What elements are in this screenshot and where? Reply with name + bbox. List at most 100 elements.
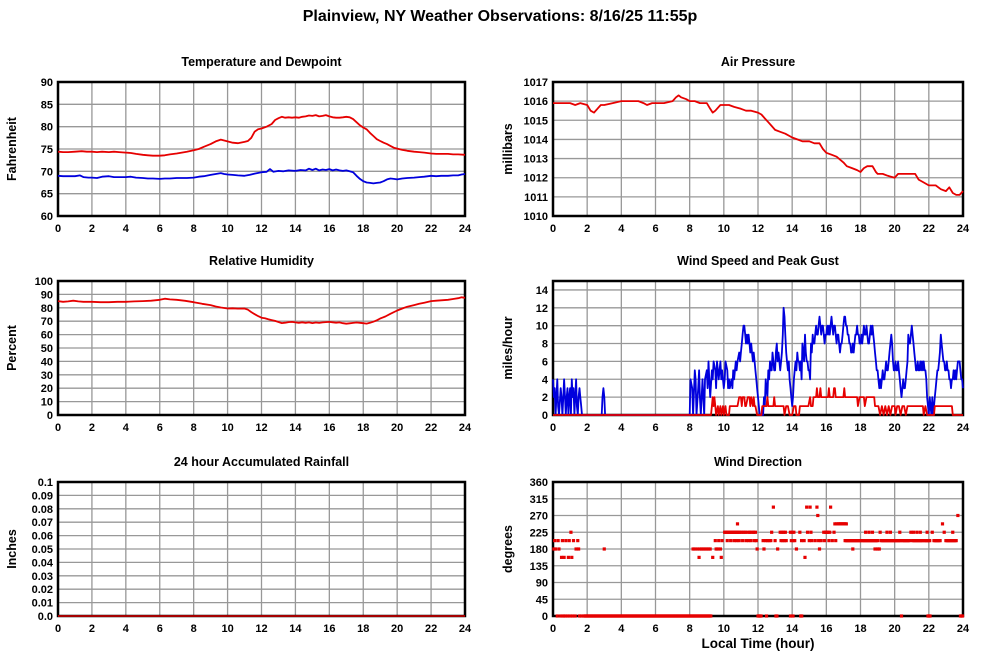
y-tick-label: 14 (536, 285, 549, 297)
wind-direction-point (574, 547, 578, 551)
wind-direction-point (925, 530, 929, 534)
x-tick-label: 8 (191, 422, 197, 434)
wind-direction-point (691, 547, 695, 551)
wind-direction-point (725, 539, 729, 543)
wind-direction-point (716, 547, 720, 551)
wind-direction-point (928, 614, 932, 618)
y-tick-label: 0 (542, 611, 548, 623)
x-tick-label: 2 (584, 623, 590, 635)
y-tick-label: 1012 (524, 173, 548, 185)
wind-direction-point (873, 547, 877, 551)
chart-temperature-dewpoint: 0 2 4 6 8 10 12 14 16 18 20 22 2460657075808590Tempe… (5, 55, 472, 235)
y-tick-label: 360 (530, 477, 548, 489)
x-tick-label: 24 (459, 223, 472, 235)
wind-direction-point (755, 547, 759, 551)
wind-direction-point (816, 513, 820, 518)
wind-direction-point (749, 539, 753, 543)
wind-direction-point (765, 539, 769, 543)
wind-direction-point (940, 522, 945, 526)
x-tick-label: 4 (123, 223, 130, 235)
x-tick-label: 22 (923, 422, 935, 434)
wind-direction-point (823, 539, 827, 543)
wind-direction-point (783, 530, 787, 534)
wind-direction-point (809, 530, 813, 534)
y-tick-label: 90 (41, 289, 53, 301)
wind-direction-point (569, 530, 573, 534)
wind-direction-point (921, 539, 925, 543)
wind-direction-point (788, 530, 793, 534)
wind-direction-point (747, 539, 751, 543)
wind-direction-point (867, 530, 871, 534)
wind-direction-point (711, 555, 715, 559)
y-tick-label: 60 (41, 330, 53, 342)
wind-direction-point (875, 539, 880, 543)
wind-direction-point (833, 522, 837, 526)
y-tick-label: 135 (530, 561, 548, 573)
y-tick-label: 30 (41, 370, 53, 382)
y-tick-label: 0.02 (32, 584, 53, 596)
y-tick-label: 0 (47, 410, 53, 422)
wind-direction-point (938, 539, 942, 543)
wind-speed-line (553, 387, 963, 416)
x-tick-label: 14 (289, 623, 302, 635)
y-tick-label: 270 (530, 511, 548, 523)
x-tick-label: 2 (89, 422, 95, 434)
y-tick-label: 180 (530, 544, 548, 556)
wind-direction-point (718, 547, 723, 551)
x-tick-label: 22 (425, 422, 437, 434)
y-tick-label: 70 (41, 166, 53, 178)
wind-direction-point (717, 539, 721, 543)
wind-direction-point (789, 539, 793, 543)
y-tick-label: 80 (41, 122, 53, 134)
y-tick-label: 0.09 (32, 490, 53, 502)
wind-direction-point (776, 547, 780, 551)
wind-direction-point (567, 539, 571, 543)
y-tick-label: 0.03 (32, 571, 53, 583)
y-tick-label: 10 (536, 321, 548, 333)
y-tick-label: 85 (41, 99, 53, 111)
wind-direction-point (735, 539, 739, 543)
wind-direction-point (773, 539, 777, 543)
x-tick-label: 14 (786, 422, 799, 434)
wind-direction-point (555, 614, 559, 618)
wind-direction-point (775, 614, 779, 618)
x-tick-label: 12 (255, 422, 267, 434)
x-tick-label: 4 (618, 223, 625, 235)
x-tick-label: 20 (391, 623, 403, 635)
chart-wind-direction: 0 2 4 6 8 10 12 14 16 18 20 22 240459013518022527031… (501, 455, 970, 651)
wind-direction-point (778, 530, 782, 534)
wind-direction-point (782, 539, 787, 543)
x-tick-label: 12 (752, 422, 764, 434)
wind-direction-point (875, 547, 880, 551)
x-tick-label: 10 (221, 623, 233, 635)
wind-direction-point (819, 539, 823, 543)
wind-direction-point (805, 530, 810, 534)
y-axis-label: miles/hour (501, 316, 515, 379)
chart-title: Relative Humidity (209, 254, 314, 268)
wind-direction-point (764, 614, 769, 618)
x-tick-label: 8 (687, 623, 693, 635)
y-tick-label: 40 (41, 356, 53, 368)
y-tick-label: 2 (542, 392, 548, 404)
wind-direction-point (706, 547, 711, 551)
y-tick-label: 4 (542, 374, 549, 386)
wind-direction-point (573, 614, 577, 618)
wind-direction-point (930, 530, 934, 534)
wind-direction-point (559, 614, 563, 618)
wind-direction-point (576, 539, 580, 543)
wind-direction-point (877, 547, 881, 551)
wind-direction-point (713, 539, 717, 543)
wind-direction-point (764, 539, 768, 543)
wind-direction-point (781, 539, 785, 543)
wind-direction-point (553, 547, 558, 551)
wind-direction-point (708, 547, 712, 551)
wind-direction-point (744, 539, 748, 543)
wind-direction-point (571, 614, 575, 618)
wind-direction-point (700, 547, 704, 551)
wind-direction-point (767, 539, 771, 543)
y-tick-label: 225 (530, 527, 548, 539)
wind-direction-point (743, 530, 747, 534)
x-tick-label: 6 (157, 623, 163, 635)
wind-direction-point (748, 530, 752, 534)
